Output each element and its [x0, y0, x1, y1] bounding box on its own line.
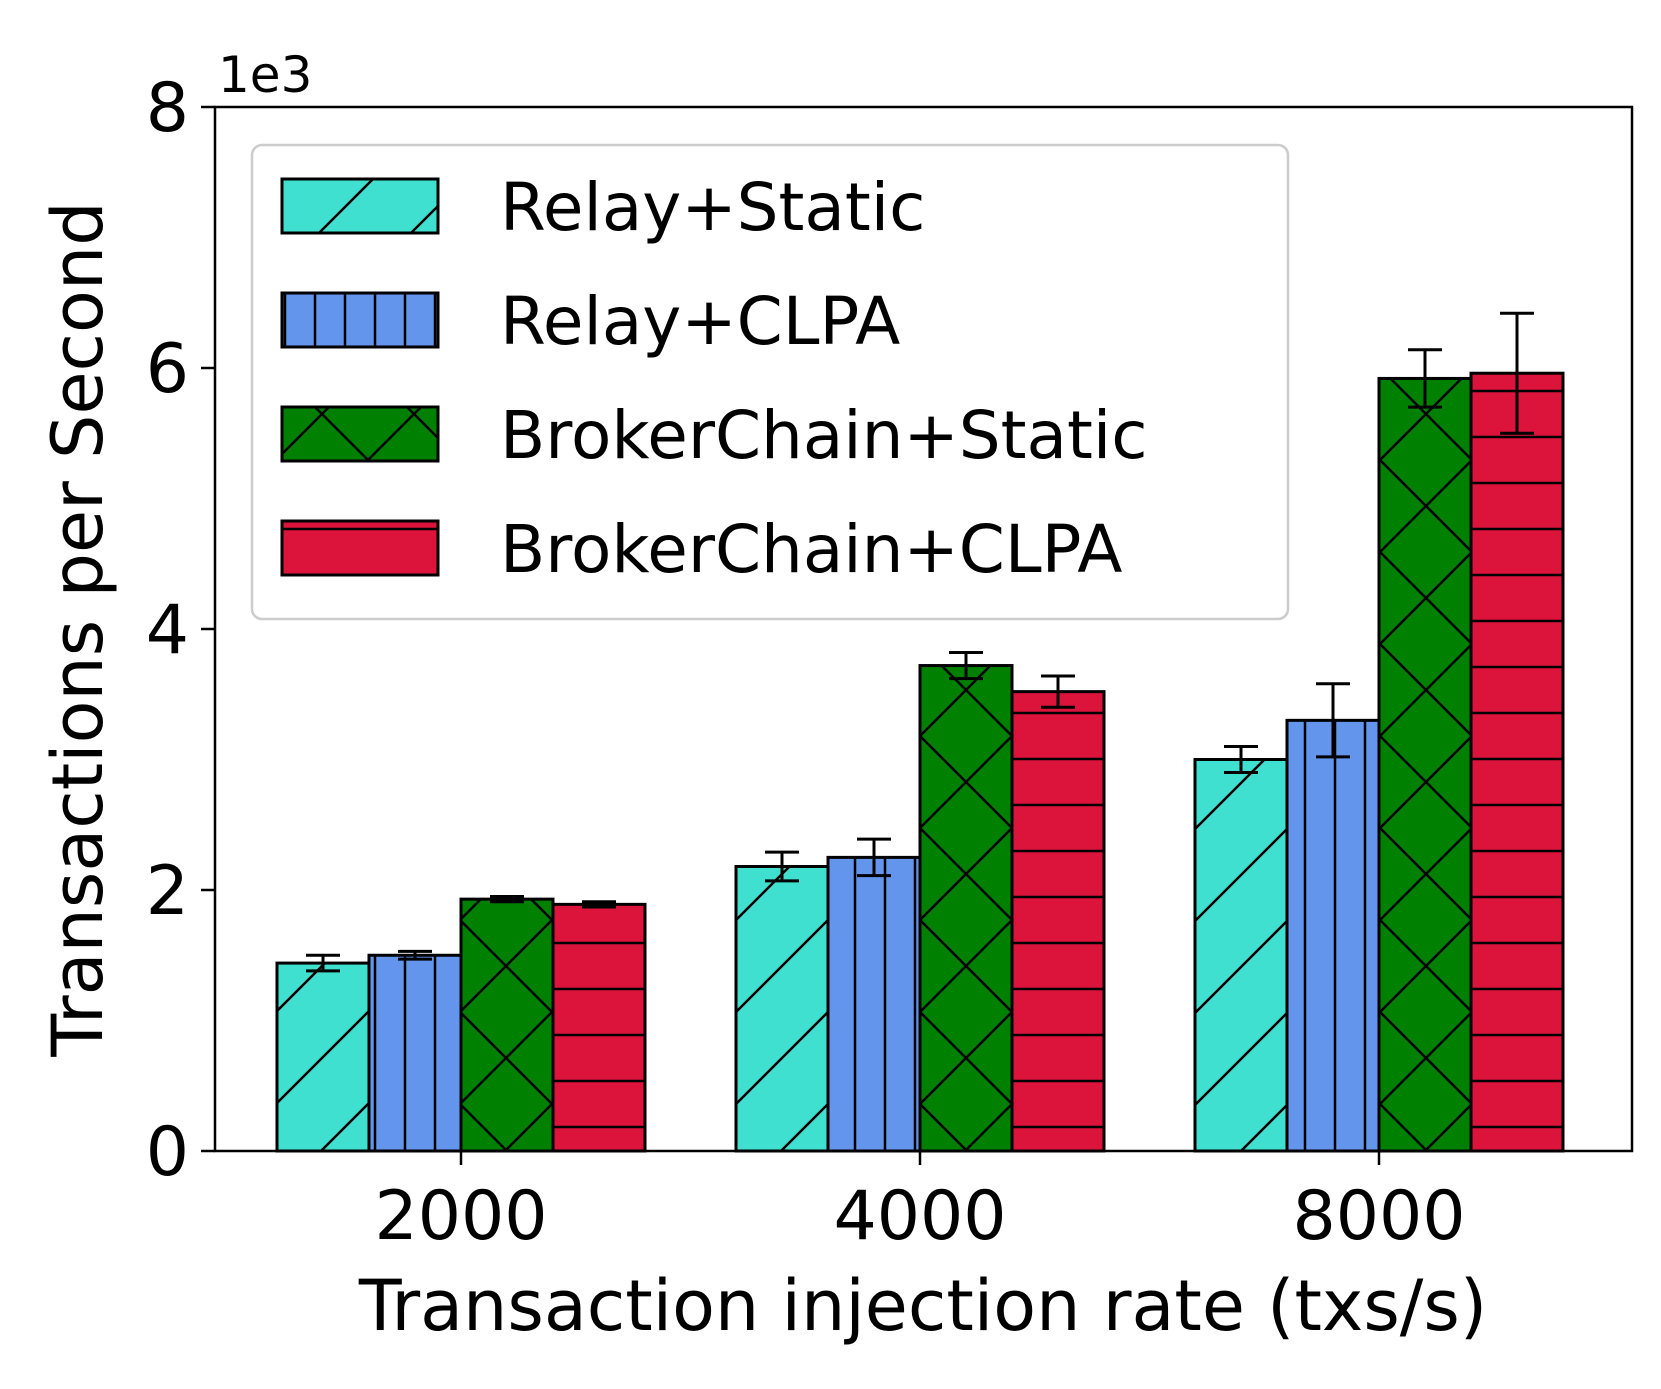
x-tick-label: 4000	[833, 1177, 1006, 1256]
legend-swatch-relay-clpa	[280, 291, 440, 349]
bar-brokerchain-clpa-8000	[1469, 371, 1565, 1153]
legend-label-brokerchain-static: BrokerChain+Static	[500, 397, 1148, 474]
bar-brokerchain-static-4000	[918, 664, 1014, 1153]
error-bar-relay-static-2000	[306, 953, 340, 973]
legend-box	[250, 143, 1290, 621]
x-tick-label: 2000	[374, 1177, 547, 1256]
y-tick-label: 8	[146, 69, 189, 148]
error-bar-relay-static-8000	[1224, 744, 1258, 775]
error-bar-brokerchain-static-4000	[949, 650, 983, 681]
bar-brokerchain-static-8000	[1377, 376, 1473, 1153]
x-tick-label: 8000	[1292, 1177, 1465, 1256]
error-bar-relay-clpa-2000	[398, 949, 432, 961]
bar-brokerchain-clpa-4000	[1010, 690, 1106, 1153]
bar-relay-clpa-4000	[826, 855, 922, 1153]
error-bar-brokerchain-clpa-2000	[582, 900, 616, 909]
x-axis-title: Transaction injection rate (txs/s)	[358, 1265, 1487, 1347]
legend-label-relay-clpa: Relay+CLPA	[500, 283, 900, 360]
bar-relay-static-8000	[1193, 758, 1289, 1153]
error-bar-relay-clpa-4000	[857, 837, 891, 878]
legend-label-brokerchain-clpa: BrokerChain+CLPA	[500, 511, 1122, 588]
bar-relay-static-2000	[275, 961, 371, 1153]
y-tick-label: 4	[146, 591, 189, 670]
legend-swatch-brokerchain-static	[280, 405, 440, 463]
y-axis-scale-label: 1e3	[218, 46, 312, 104]
y-tick-label: 6	[146, 330, 189, 409]
bar-relay-static-4000	[734, 865, 830, 1153]
y-axis-title: Transactions per Second	[37, 201, 119, 1057]
error-bar-brokerchain-static-2000	[490, 895, 524, 904]
error-bar-brokerchain-clpa-8000	[1500, 311, 1534, 435]
bar-brokerchain-static-2000	[459, 897, 555, 1153]
legend-swatch-brokerchain-clpa	[280, 519, 440, 577]
error-bar-brokerchain-clpa-4000	[1041, 674, 1075, 709]
error-bar-brokerchain-static-8000	[1408, 348, 1442, 409]
legend-label-relay-static: Relay+Static	[500, 169, 925, 246]
bar-relay-clpa-8000	[1285, 718, 1381, 1153]
legend-swatch-relay-static	[280, 177, 440, 235]
bar-brokerchain-clpa-2000	[551, 902, 647, 1153]
legend: Relay+Static Relay+CLPA BrokerChain+Static…	[250, 143, 1290, 621]
y-tick-label: 2	[146, 852, 189, 931]
error-bar-relay-clpa-8000	[1316, 682, 1350, 759]
error-bar-relay-static-4000	[765, 850, 799, 883]
bar-relay-clpa-2000	[367, 953, 463, 1153]
y-tick-label: 0	[146, 1113, 189, 1192]
